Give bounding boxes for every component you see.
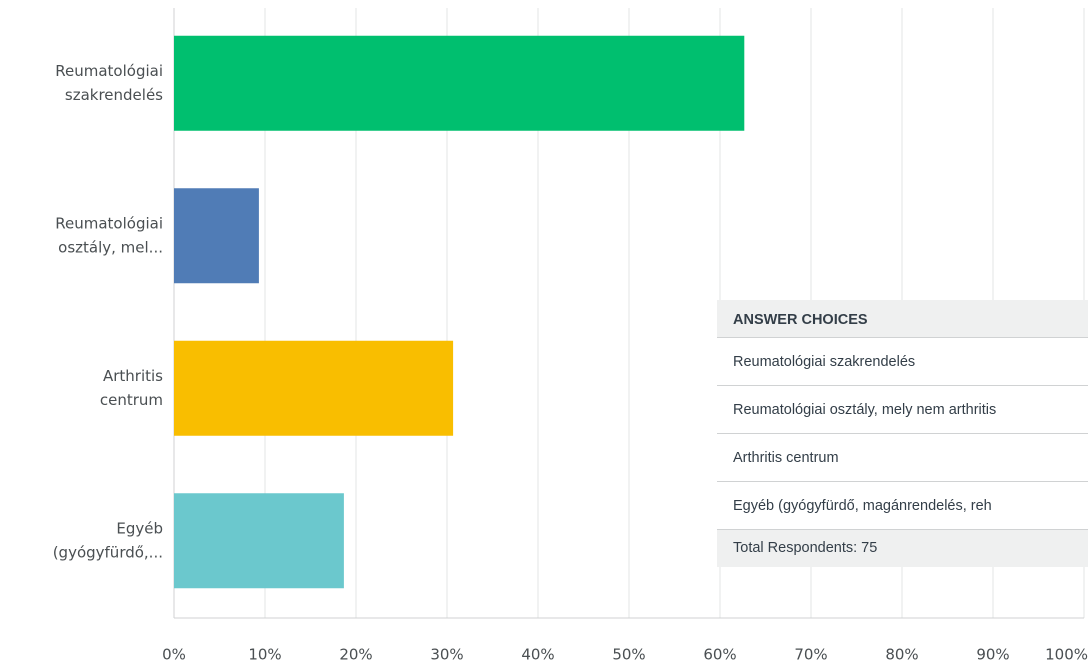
table-row: Reumatológiai osztály, mely nem arthriti… — [717, 386, 1088, 434]
bar — [174, 35, 745, 131]
x-tick-label: 70% — [794, 646, 827, 663]
y-tick-label: Egyéb — [116, 519, 163, 537]
bar — [174, 188, 259, 284]
x-tick-label: 80% — [885, 646, 918, 663]
x-tick-label: 60% — [703, 646, 736, 663]
x-tick-label: 20% — [339, 646, 372, 663]
y-tick-label: osztály, mel... — [58, 238, 163, 256]
y-tick-label: (gyógyfürdő,... — [53, 543, 163, 561]
x-tick-label: 100% — [1045, 646, 1088, 663]
x-tick-label: 40% — [521, 646, 554, 663]
y-tick-label: Arthritis — [103, 367, 163, 385]
y-tick-label: szakrendelés — [65, 86, 163, 104]
y-tick-label: Reumatológiai — [55, 214, 163, 232]
table-row: Reumatológiai szakrendelés — [717, 338, 1088, 386]
table-header: ANSWER CHOICES — [717, 300, 1088, 338]
x-tick-label: 30% — [430, 646, 463, 663]
table-row: Egyéb (gyógyfürdő, magánrendelés, reh — [717, 482, 1088, 530]
x-tick-label: 90% — [976, 646, 1009, 663]
x-tick-label: 0% — [162, 646, 186, 663]
bar — [174, 340, 454, 436]
y-tick-label: Reumatológiai — [55, 62, 163, 80]
answer-table: ANSWER CHOICES Reumatológiai szakrendelé… — [717, 300, 1088, 567]
x-tick-label: 10% — [248, 646, 281, 663]
bar — [174, 493, 344, 589]
table-footer: Total Respondents: 75 — [717, 530, 1088, 567]
y-tick-label: centrum — [100, 391, 163, 409]
x-tick-label: 50% — [612, 646, 645, 663]
table-row: Arthritis centrum — [717, 434, 1088, 482]
